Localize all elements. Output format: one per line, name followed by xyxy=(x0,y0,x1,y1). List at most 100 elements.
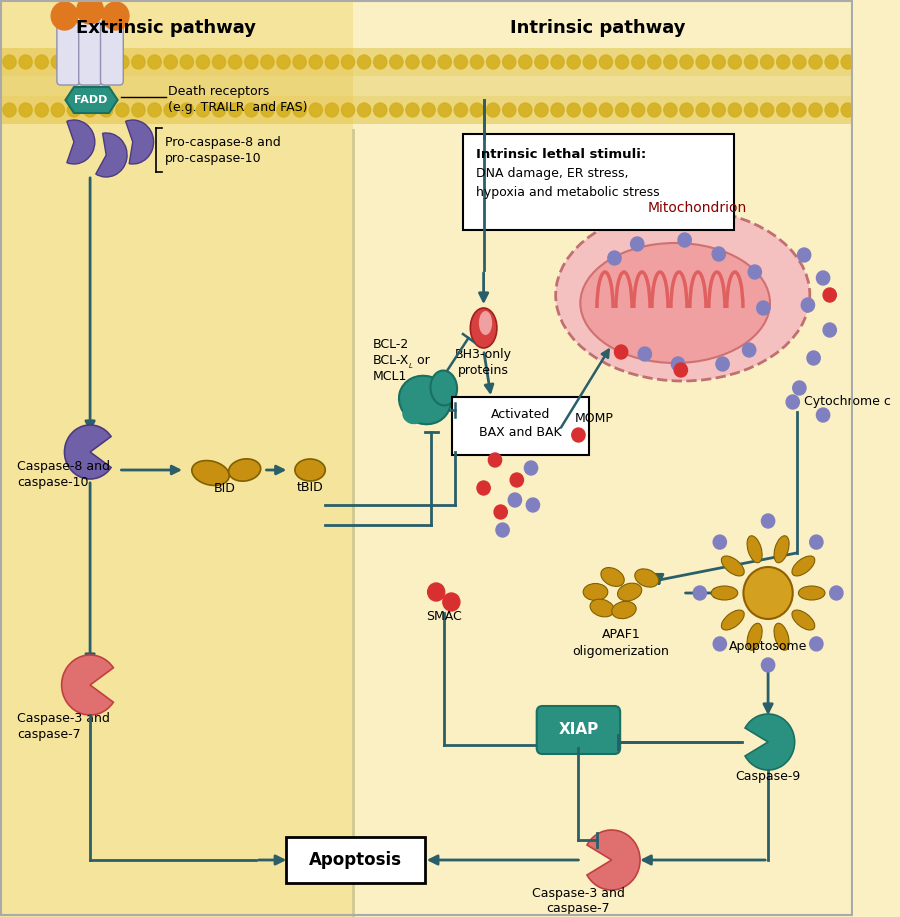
Circle shape xyxy=(100,55,112,69)
Circle shape xyxy=(713,536,726,549)
Ellipse shape xyxy=(555,209,810,381)
Circle shape xyxy=(261,55,274,69)
Ellipse shape xyxy=(792,610,814,630)
Circle shape xyxy=(261,103,274,117)
Circle shape xyxy=(487,103,500,117)
Circle shape xyxy=(494,505,508,519)
Ellipse shape xyxy=(402,405,423,425)
Circle shape xyxy=(325,103,338,117)
Text: FADD: FADD xyxy=(75,95,108,105)
Circle shape xyxy=(693,586,706,600)
Circle shape xyxy=(390,55,403,69)
Circle shape xyxy=(229,103,242,117)
Circle shape xyxy=(777,103,790,117)
Text: BID: BID xyxy=(214,482,236,495)
Circle shape xyxy=(454,55,467,69)
Text: caspase-7: caspase-7 xyxy=(546,902,610,915)
Circle shape xyxy=(19,55,32,69)
Ellipse shape xyxy=(229,458,261,481)
Ellipse shape xyxy=(612,602,636,619)
Text: Caspase-8 and: Caspase-8 and xyxy=(17,460,110,473)
Circle shape xyxy=(19,103,32,117)
Circle shape xyxy=(551,55,564,69)
Text: Cytochrome c: Cytochrome c xyxy=(804,395,891,408)
Circle shape xyxy=(164,103,177,117)
Ellipse shape xyxy=(722,610,744,630)
Circle shape xyxy=(712,55,725,69)
Circle shape xyxy=(664,55,677,69)
Circle shape xyxy=(616,103,629,117)
Circle shape xyxy=(825,103,838,117)
Circle shape xyxy=(3,103,16,117)
Circle shape xyxy=(680,103,693,117)
Ellipse shape xyxy=(634,569,659,587)
Circle shape xyxy=(496,523,509,537)
Ellipse shape xyxy=(617,583,642,601)
Circle shape xyxy=(728,103,742,117)
Circle shape xyxy=(35,103,49,117)
Circle shape xyxy=(374,55,387,69)
Text: DNA damage, ER stress,: DNA damage, ER stress, xyxy=(476,167,628,180)
Circle shape xyxy=(68,103,81,117)
Circle shape xyxy=(309,103,322,117)
Circle shape xyxy=(51,55,65,69)
Wedge shape xyxy=(61,655,113,715)
Polygon shape xyxy=(66,87,118,113)
Circle shape xyxy=(293,55,306,69)
Text: hypoxia and metabolic stress: hypoxia and metabolic stress xyxy=(476,186,660,199)
Circle shape xyxy=(357,55,371,69)
Circle shape xyxy=(341,103,355,117)
Circle shape xyxy=(810,637,823,651)
Circle shape xyxy=(229,55,242,69)
Text: Caspase-3 and: Caspase-3 and xyxy=(532,887,625,900)
Circle shape xyxy=(508,493,521,507)
Circle shape xyxy=(525,461,537,475)
Circle shape xyxy=(809,55,822,69)
Circle shape xyxy=(196,103,210,117)
Text: Intrinsic lethal stimuli:: Intrinsic lethal stimuli: xyxy=(476,148,646,161)
Circle shape xyxy=(760,103,774,117)
Circle shape xyxy=(518,103,532,117)
Text: Apoptosome: Apoptosome xyxy=(729,640,807,653)
Circle shape xyxy=(84,55,96,69)
Circle shape xyxy=(632,103,644,117)
Circle shape xyxy=(131,103,145,117)
Circle shape xyxy=(526,498,540,512)
Text: Caspase-3 and: Caspase-3 and xyxy=(17,712,110,725)
Circle shape xyxy=(816,271,830,285)
Circle shape xyxy=(438,103,452,117)
FancyBboxPatch shape xyxy=(101,22,123,85)
FancyBboxPatch shape xyxy=(453,397,589,455)
Circle shape xyxy=(535,55,548,69)
FancyBboxPatch shape xyxy=(286,837,425,883)
Circle shape xyxy=(341,55,355,69)
Ellipse shape xyxy=(399,376,451,425)
Circle shape xyxy=(374,103,387,117)
Wedge shape xyxy=(67,120,94,164)
Circle shape xyxy=(245,55,258,69)
Circle shape xyxy=(599,103,613,117)
Circle shape xyxy=(757,301,770,315)
Circle shape xyxy=(196,55,210,69)
Circle shape xyxy=(357,103,371,117)
Text: or: or xyxy=(413,354,430,367)
Circle shape xyxy=(438,55,452,69)
Circle shape xyxy=(583,55,597,69)
Circle shape xyxy=(567,55,580,69)
Wedge shape xyxy=(95,133,127,177)
Circle shape xyxy=(502,55,516,69)
Circle shape xyxy=(632,55,644,69)
Circle shape xyxy=(406,55,419,69)
Text: Activated: Activated xyxy=(491,408,550,421)
Circle shape xyxy=(422,55,436,69)
Circle shape xyxy=(245,103,258,117)
Text: Caspase-9: Caspase-9 xyxy=(735,770,801,783)
Circle shape xyxy=(180,103,194,117)
Circle shape xyxy=(678,233,691,247)
Circle shape xyxy=(744,103,758,117)
Circle shape xyxy=(797,248,811,262)
Circle shape xyxy=(716,357,729,371)
Circle shape xyxy=(809,103,822,117)
Circle shape xyxy=(842,103,854,117)
Text: tBID: tBID xyxy=(297,481,323,494)
